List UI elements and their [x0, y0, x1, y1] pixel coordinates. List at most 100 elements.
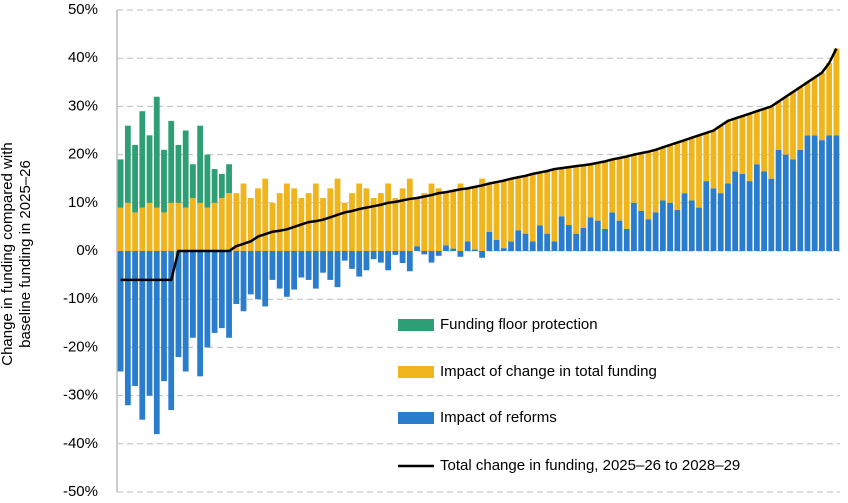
legend-label: Impact of change in total funding — [440, 363, 657, 380]
bar — [746, 113, 753, 182]
bar — [392, 251, 399, 255]
bar — [356, 251, 363, 277]
bar — [276, 193, 283, 251]
bar — [479, 251, 486, 258]
bar — [218, 251, 225, 329]
bar — [529, 173, 536, 242]
bar — [797, 87, 804, 150]
bar — [363, 251, 370, 271]
bar — [153, 251, 160, 435]
bar — [153, 207, 160, 251]
bar — [500, 180, 507, 249]
bar — [182, 130, 189, 208]
bar — [529, 241, 536, 251]
bar — [457, 183, 464, 251]
bar — [421, 251, 428, 255]
bar — [161, 149, 167, 213]
bar — [717, 193, 724, 251]
bar — [761, 108, 767, 172]
bar — [558, 216, 565, 251]
bar — [406, 251, 413, 272]
bar — [790, 91, 796, 160]
bar — [370, 197, 377, 251]
bar — [414, 246, 420, 251]
bar — [710, 188, 717, 251]
bar — [139, 207, 146, 251]
bar — [124, 251, 131, 406]
bar — [378, 251, 384, 263]
bar — [204, 207, 211, 251]
bar — [190, 197, 196, 251]
bar — [688, 137, 695, 201]
bar — [320, 197, 326, 251]
bar — [811, 77, 818, 136]
bar — [674, 210, 681, 251]
legend-label: Funding floor protection — [440, 316, 598, 333]
bar — [435, 188, 442, 251]
bar — [804, 135, 811, 251]
bar — [652, 149, 659, 213]
bar — [298, 251, 305, 278]
bar — [124, 125, 131, 203]
bar — [435, 251, 442, 256]
bar — [522, 233, 529, 251]
bar — [175, 144, 182, 203]
bar — [616, 220, 623, 251]
y-tick-label: -20% — [63, 338, 98, 355]
bar — [211, 202, 218, 251]
y-tick-label: 30% — [68, 97, 98, 114]
bar — [804, 82, 811, 136]
bar — [233, 251, 240, 305]
bar — [284, 251, 290, 297]
bar — [580, 227, 587, 251]
bar — [688, 200, 695, 251]
bar — [471, 249, 478, 251]
bar — [240, 251, 247, 312]
bar — [717, 125, 724, 194]
bar — [327, 251, 334, 280]
bar — [696, 207, 702, 251]
bar — [515, 177, 522, 231]
bar — [674, 142, 681, 211]
bar — [428, 251, 435, 263]
bar — [406, 178, 413, 251]
bar — [197, 202, 204, 251]
bar — [182, 251, 189, 372]
legend-label: Total change in funding, 2025–26 to 2028… — [440, 457, 740, 474]
y-tick-label: -50% — [63, 483, 98, 500]
bar — [746, 181, 753, 251]
bar — [168, 120, 175, 203]
bar — [667, 144, 673, 203]
bar — [450, 190, 457, 249]
bar — [782, 154, 789, 251]
bar — [399, 188, 406, 251]
bar — [218, 173, 225, 198]
bar — [341, 251, 348, 261]
bar — [558, 168, 565, 217]
bar — [117, 207, 124, 251]
bar — [471, 186, 478, 250]
bar — [609, 159, 616, 213]
bar — [211, 169, 218, 203]
bar — [226, 164, 232, 194]
bar — [363, 188, 370, 251]
bar — [753, 164, 760, 251]
bar — [826, 135, 833, 251]
bar — [247, 251, 254, 295]
bar — [349, 193, 355, 251]
y-tick-label: 20% — [68, 146, 98, 163]
y-tick-label: 10% — [68, 194, 98, 211]
bar — [226, 193, 232, 251]
bar — [284, 183, 290, 251]
bar — [349, 251, 355, 269]
bar — [146, 135, 153, 203]
bar — [204, 154, 211, 208]
bar — [522, 175, 529, 234]
bar — [233, 193, 240, 251]
bar — [493, 182, 500, 240]
bar — [182, 207, 189, 251]
legend-label: Impact of reforms — [440, 409, 557, 426]
bar — [739, 116, 746, 174]
bar — [819, 140, 825, 251]
bar — [450, 248, 457, 251]
